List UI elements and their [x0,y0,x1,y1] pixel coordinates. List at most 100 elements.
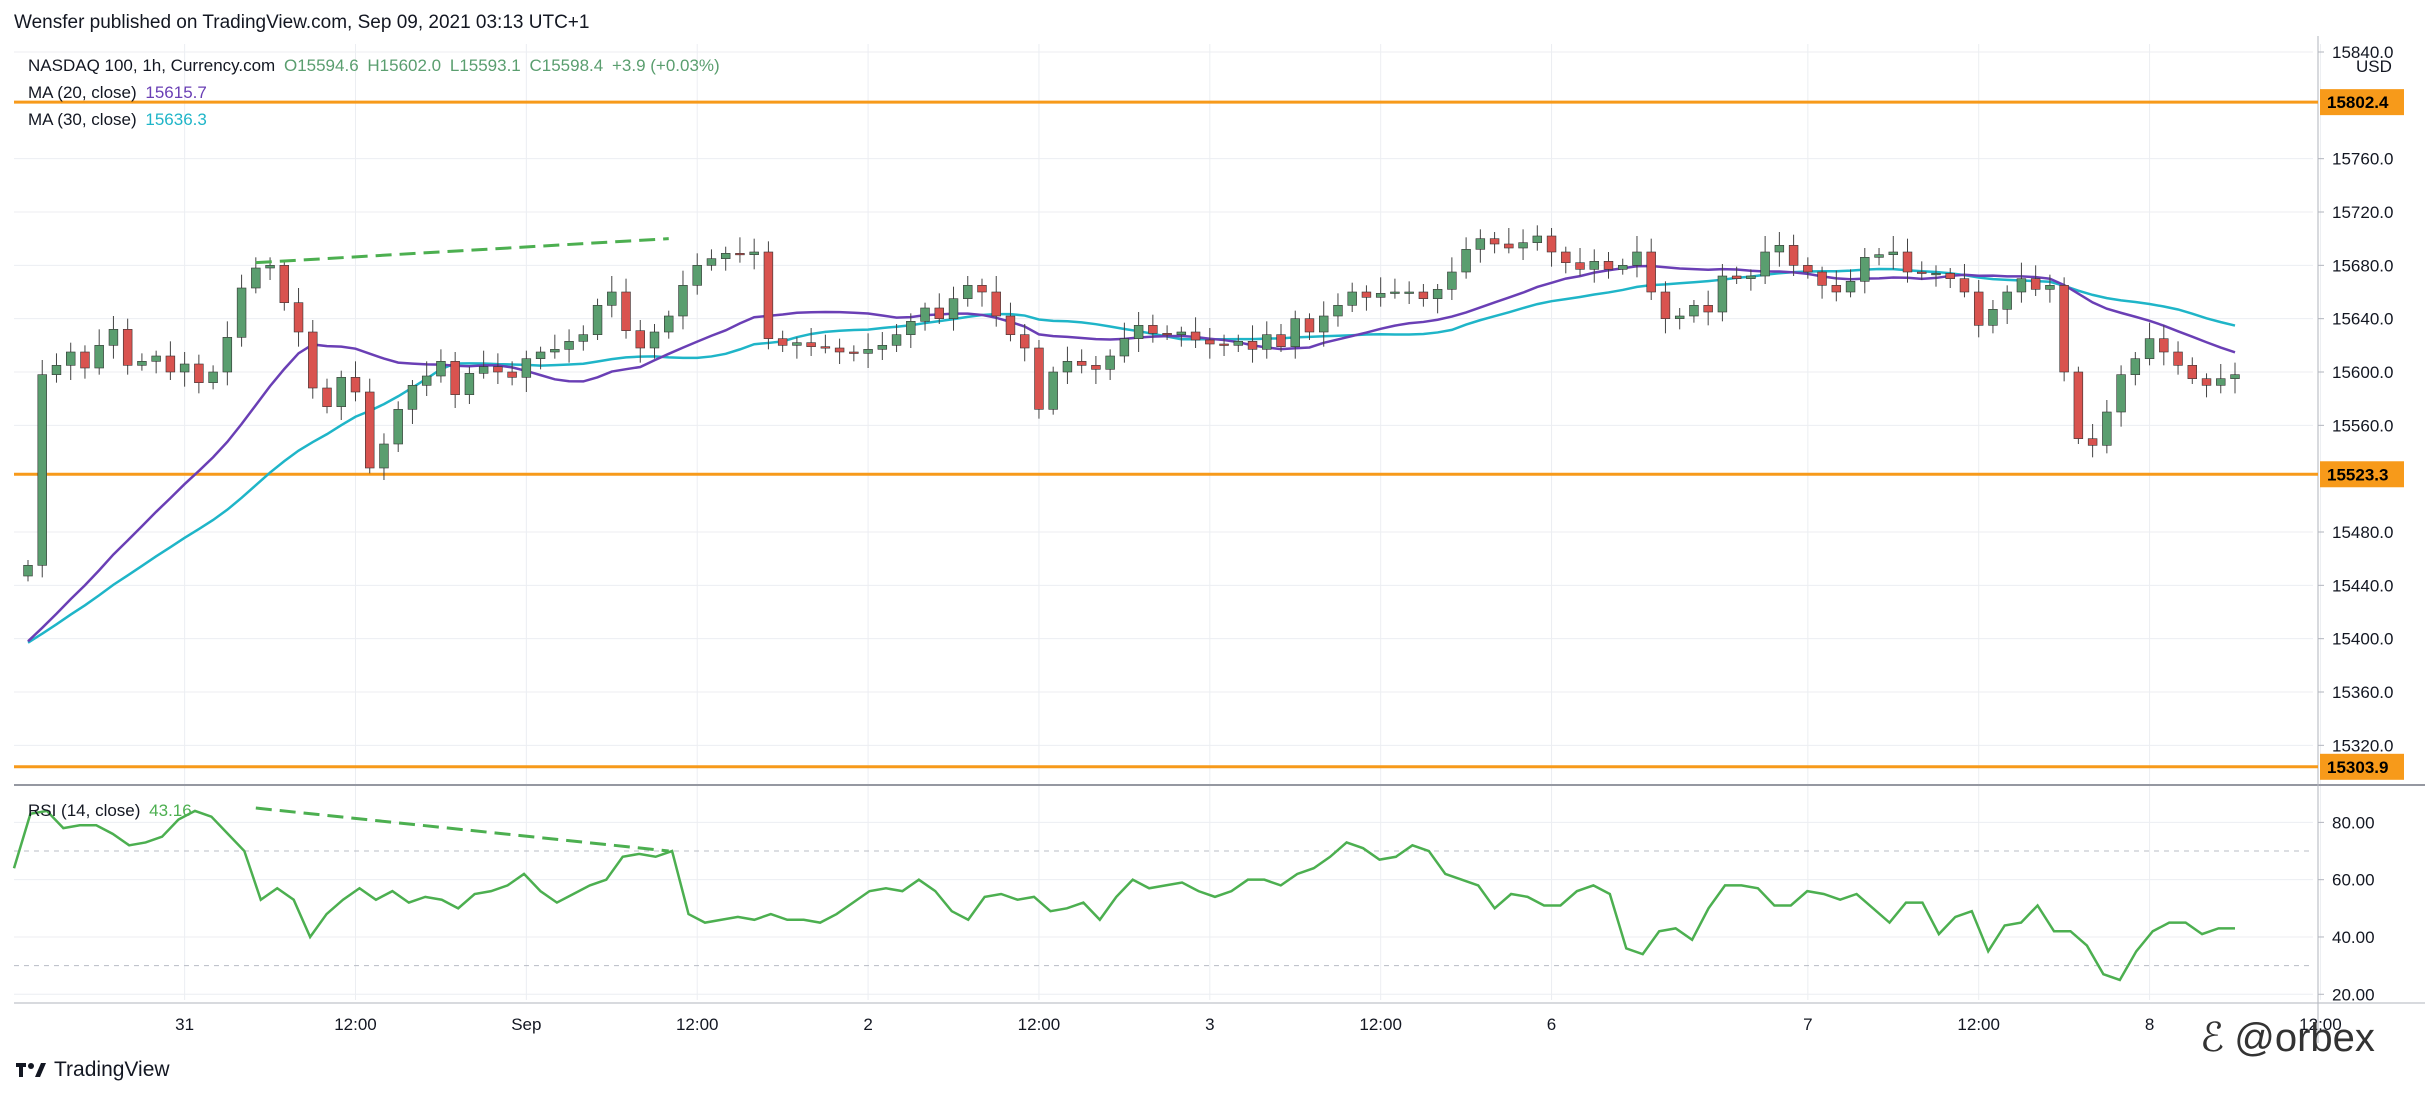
candle-body [1375,293,1386,298]
time-tick-label: 12:00 [2299,1015,2342,1034]
candle-body [2116,374,2126,413]
time-tick-label: 12:00 [1359,1015,1402,1034]
candle [2087,424,2098,458]
candle [236,274,247,347]
candle-body [222,337,233,373]
candle-body [2173,351,2183,366]
candle [1731,266,1742,284]
ohlc-close: C15598.4 [529,56,604,75]
candle [208,365,218,390]
candle-body [1347,291,1357,306]
watermark-text: @orbex [2234,1015,2375,1060]
candle [1603,252,1614,279]
candle-body [1162,333,1172,336]
rsi-legend[interactable]: RSI (14, close) 43.16 [28,801,196,821]
candle-body [94,345,104,369]
candle [777,330,788,352]
candle-body [1048,371,1058,410]
candle-body [2073,371,2084,439]
level-price-tag-label: 15802.4 [2327,93,2389,112]
candle-body [735,253,745,256]
candle-body [1418,291,1429,299]
candle-body [1988,309,1998,326]
candle [2130,352,2141,386]
candle-body [1475,238,1486,250]
candle [1589,249,1599,283]
rsi-tick-label: 80.00 [2332,813,2375,832]
candle [2045,274,2055,303]
symbol-legend[interactable]: NASDAQ 100, 1h, Currency.com O15594.6 H1… [28,56,724,76]
candle-body [493,366,503,373]
candle [749,238,759,270]
candle-body [507,371,517,378]
candle [1105,349,1115,380]
candle [1788,234,1799,276]
candle-body [706,258,717,266]
ma30-legend[interactable]: MA (30, close) 15636.3 [28,110,211,130]
candle [421,361,432,396]
candle [2144,322,2155,366]
candle [1959,264,1970,298]
candle-body [806,342,816,347]
candle-body [1561,251,1571,263]
candle [948,286,959,331]
candle-body [934,307,944,319]
candle-body [1632,251,1642,266]
candle-body [777,338,788,346]
price-tick-label: 15840.0 [2332,43,2393,62]
tradingview-logo-icon [16,1061,46,1079]
candle [2030,265,2041,296]
candle-body [834,347,845,353]
candle-body [365,391,375,469]
candle-body [1788,245,1799,266]
candle [1689,300,1699,323]
candle [2159,325,2169,366]
candle-body [1931,273,1941,276]
price-tick-label: 15600.0 [2332,363,2393,382]
candle-body [137,361,147,366]
candle [478,350,489,379]
candle [2216,364,2226,394]
candle [863,333,873,368]
price-tick-label: 15360.0 [2332,683,2393,702]
candle [1831,270,1842,302]
candle-body [991,291,1001,317]
candle-body [877,345,888,350]
candle [137,353,147,371]
candle [578,325,589,351]
rsi-tick-label: 40.00 [2332,928,2375,947]
candle [664,310,674,339]
candle [792,337,802,359]
candle-body [236,287,247,338]
candle-body [1262,334,1272,350]
candle-body [350,377,361,393]
candle [550,334,560,359]
candle-body [1333,305,1343,317]
candle [436,349,446,383]
candle [1618,258,1628,275]
candle-body [1461,249,1471,273]
candle [2201,373,2212,398]
time-tick-label: 7 [1803,1015,1812,1034]
candle [1717,264,1728,322]
tradingview-brand[interactable]: TradingView [16,1058,170,1082]
candle-body [550,349,560,353]
rsi-value: 43.16 [149,801,192,820]
candle [179,352,190,387]
candle-body [1105,355,1115,370]
candle [906,313,916,348]
candle [365,378,375,474]
candle [1048,366,1058,415]
ma20-legend[interactable]: MA (20, close) 15615.7 [28,83,211,103]
candle-body [1902,251,1913,273]
candle-body [1076,361,1087,366]
candle [849,345,859,362]
rsi-divergence-line [255,806,669,853]
candle [678,270,688,330]
candle [308,320,318,399]
candle [108,316,119,359]
candle-body [336,377,346,407]
candle [706,249,717,271]
candle-body [165,355,176,373]
